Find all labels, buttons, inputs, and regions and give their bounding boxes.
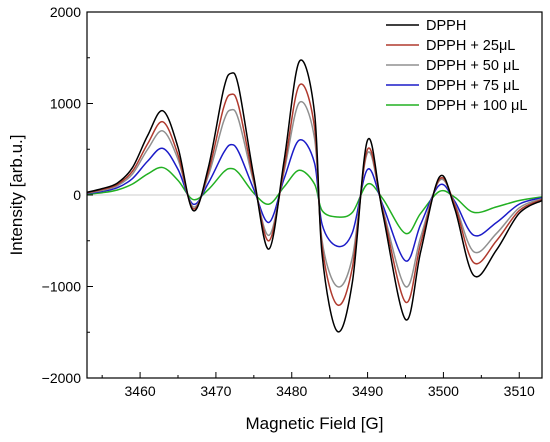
x-tick-label: 3500 <box>428 383 459 399</box>
x-tick-label: 3480 <box>276 383 307 399</box>
y-tick-label: −1000 <box>42 279 82 295</box>
y-axis-ticks: −2000 −1000 0 1000 2000 <box>42 4 93 386</box>
legend-label-4: DPPH + 100 μL <box>426 98 527 114</box>
series-line-4 <box>87 166 542 235</box>
x-tick-label: 3490 <box>352 383 383 399</box>
x-tick-label: 3510 <box>504 383 535 399</box>
y-tick-label: 0 <box>73 187 81 203</box>
x-axis-ticks: 3460 3470 3480 3490 3500 3510 <box>101 372 535 399</box>
y-tick-label: 2000 <box>50 4 81 20</box>
series-line-2 <box>87 100 542 288</box>
legend: DPPH DPPH + 25μL DPPH + 50 μL DPPH + 75 μL D… <box>386 18 527 114</box>
y-tick-label: 1000 <box>50 96 81 112</box>
series-line-0 <box>87 59 542 333</box>
x-axis-title: Magnetic Field [G] <box>246 414 384 433</box>
y-tick-label: −2000 <box>42 370 82 386</box>
legend-label-0: DPPH <box>426 18 466 34</box>
x-tick-label: 3460 <box>125 383 156 399</box>
legend-label-3: DPPH + 75 μL <box>426 78 519 94</box>
series-line-3 <box>87 139 542 262</box>
legend-label-2: DPPH + 50 μL <box>426 58 519 74</box>
x-tick-label: 3470 <box>200 383 231 399</box>
series-line-1 <box>87 83 542 307</box>
legend-label-1: DPPH + 25μL <box>426 38 515 54</box>
y-axis-title: Intensity [arb.u.] <box>7 135 26 256</box>
